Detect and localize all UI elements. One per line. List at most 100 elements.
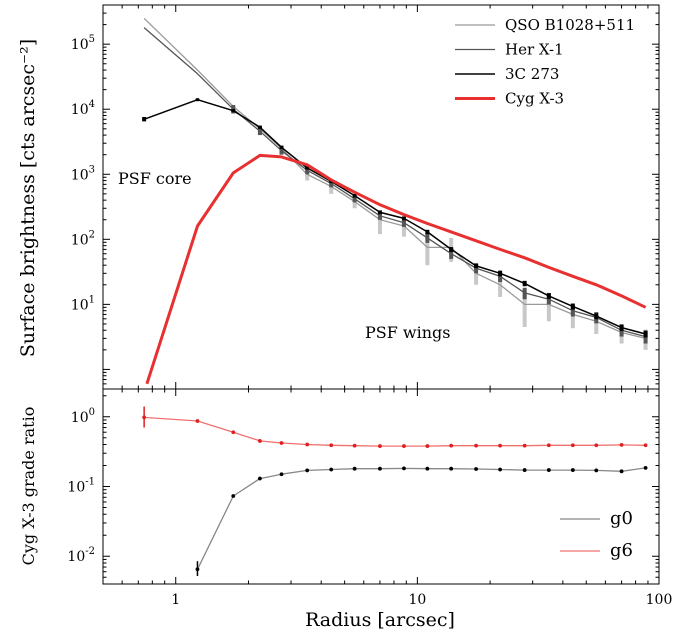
- data-point: [195, 419, 200, 423]
- data-point: [498, 271, 502, 275]
- data-point: [644, 332, 648, 336]
- data-point: [498, 467, 503, 472]
- data-point: [305, 468, 310, 473]
- data-point: [571, 304, 575, 308]
- data-point: [378, 444, 382, 448]
- data-point: [378, 210, 382, 214]
- data-point: [570, 443, 575, 448]
- y-tick-label: 102: [71, 229, 95, 248]
- data-point: [620, 326, 624, 330]
- y-tick-label: 10-1: [67, 477, 95, 496]
- data-point: [449, 247, 453, 251]
- data-point: [329, 467, 334, 472]
- data-point: [498, 443, 503, 448]
- y-tick-label: 103: [71, 164, 95, 183]
- data-point: [619, 442, 624, 447]
- data-point: [402, 444, 406, 448]
- data-point: [257, 476, 262, 481]
- series-g6: [142, 406, 648, 448]
- bottom-axis-ticks: [102, 389, 660, 585]
- annotation-psf-core: PSF core: [118, 169, 192, 188]
- data-point: [546, 443, 551, 448]
- series-line-her-x-1: [143, 27, 646, 338]
- series-3c-273: [142, 98, 648, 338]
- data-point: [402, 466, 406, 471]
- data-point: [402, 216, 406, 220]
- legend-label: g6: [610, 540, 633, 561]
- y-tick-label: 10-2: [67, 546, 95, 565]
- data-point: [474, 467, 478, 471]
- top-y-tick-labels: 101 102 103 104 105: [71, 34, 95, 313]
- data-point: [195, 567, 200, 572]
- bottom-y-axis-label: Cyg X-3 grade ratio: [19, 407, 38, 566]
- data-point: [594, 443, 599, 448]
- y-tick-label: 104: [71, 99, 95, 118]
- legend-label: Her X-1: [505, 41, 564, 59]
- data-point: [643, 465, 648, 470]
- legend-label: 3C 273: [505, 65, 559, 83]
- data-point: [449, 466, 454, 471]
- data-point: [195, 98, 199, 102]
- series-cyg-x-3: [145, 153, 647, 385]
- bottom-series-group: [142, 406, 648, 577]
- data-point: [594, 314, 598, 318]
- data-point: [142, 117, 146, 121]
- series-her-x-1: [143, 27, 648, 344]
- data-point: [546, 468, 551, 472]
- data-point: [329, 443, 334, 448]
- bottom-y-tick-labels: 10-2 10-1 100: [67, 407, 95, 565]
- data-point: [352, 466, 357, 471]
- series-qso-b1028-511: [143, 17, 648, 350]
- x-tick-label: 1: [171, 592, 180, 608]
- top-panel: 101 102 103 104 105 Surface brightness [cts …: [17, 4, 660, 390]
- data-point: [378, 466, 382, 471]
- data-point: [258, 125, 262, 129]
- data-point: [280, 145, 284, 149]
- legend-label: Cyg X-3: [505, 90, 564, 108]
- top-y-axis-label: Surface brightness [cts arcsec⁻²]: [17, 39, 39, 357]
- series-line-g6: [144, 416, 646, 447]
- data-point: [522, 443, 527, 448]
- data-point: [305, 166, 309, 170]
- data-point: [305, 442, 310, 447]
- data-point: [619, 469, 624, 474]
- bottom-plot-frame: [102, 388, 660, 585]
- series-g0: [195, 465, 648, 577]
- x-tick-label: 100: [646, 592, 673, 608]
- data-point: [257, 439, 262, 443]
- legend-label: g0: [610, 508, 633, 529]
- top-series-group: [142, 17, 648, 385]
- data-point: [570, 468, 575, 472]
- x-tick-label: 10: [408, 592, 426, 608]
- data-point: [279, 441, 284, 445]
- data-point: [231, 430, 236, 435]
- bottom-panel: 10-2 10-1 100 1 10 100 Cyg X-3 grade ratio R…: [19, 388, 672, 631]
- annotation-psf-wings: PSF wings: [365, 323, 450, 342]
- series-line-qso-b1028-511: [143, 17, 646, 340]
- y-tick-label: 105: [71, 34, 95, 53]
- bottom-legend: g0 g6: [560, 508, 633, 561]
- data-point: [547, 294, 551, 298]
- data-point: [279, 472, 284, 477]
- top-axis-ticks: [102, 4, 660, 390]
- data-point: [425, 466, 430, 471]
- data-point: [353, 194, 357, 198]
- data-point: [142, 415, 147, 420]
- x-tick-labels: 1 10 100: [171, 592, 672, 608]
- x-axis-label: Radius [arcsec]: [305, 609, 455, 631]
- data-point: [594, 468, 599, 473]
- data-point: [522, 468, 527, 472]
- data-point: [231, 494, 236, 498]
- series-line-cyg-x-3: [145, 153, 647, 385]
- data-point: [425, 230, 429, 234]
- legend-label: QSO B1028+511: [505, 16, 635, 34]
- data-point: [643, 443, 648, 448]
- y-tick-label: 100: [71, 407, 95, 426]
- y-tick-label: 101: [71, 294, 95, 313]
- data-point: [523, 281, 527, 285]
- data-point: [449, 443, 454, 448]
- data-point: [474, 264, 478, 268]
- data-point: [231, 109, 235, 113]
